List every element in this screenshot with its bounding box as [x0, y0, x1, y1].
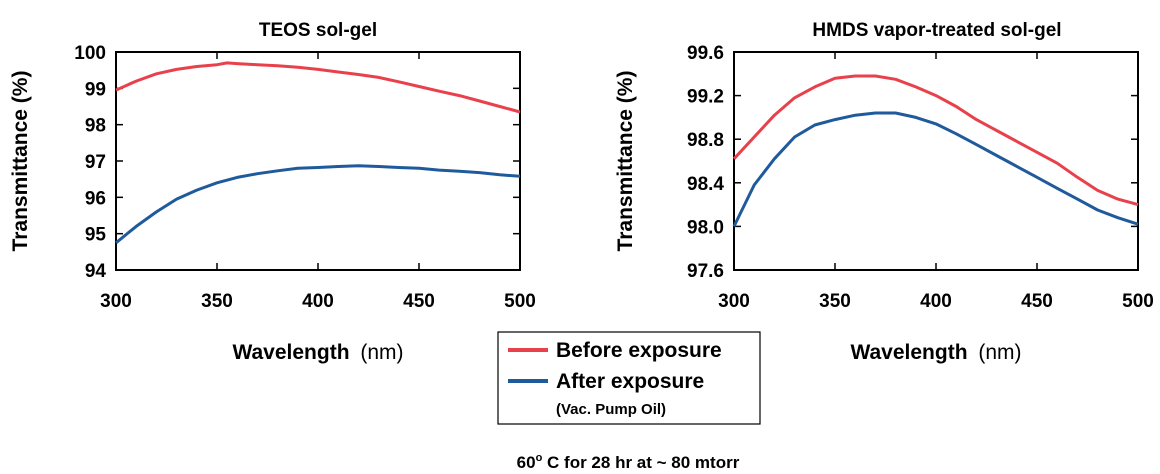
y-tick-label: 99	[85, 79, 106, 100]
x-axis-label-text: Wavelength	[232, 341, 349, 364]
chart-title: TEOS sol-gel	[259, 20, 377, 41]
x-tick-label: 500	[1122, 291, 1154, 312]
x-tick-label: 350	[819, 291, 851, 312]
y-tick-label: 98.8	[687, 130, 724, 151]
legend-note: (Vac. Pump Oil)	[556, 401, 666, 418]
x-tick-label: 500	[504, 291, 536, 312]
tick-group: 300 350 400 450 500 97.6 98.0 98.4 98.8 99.2 99.6	[687, 43, 1154, 312]
teos-chart-panel: TEOS sol-gel 300 350 400 450 500 94 95 96 97 98 99…	[9, 20, 536, 364]
tick-group: 300 350 400 450 500 94 95 96 97 98 99 100	[74, 43, 536, 312]
series-line-after-exposure	[732, 111, 1139, 228]
x-tick-label: 350	[201, 291, 233, 312]
x-axis-label: Wavelength (nm)	[850, 341, 1021, 364]
y-axis-label: Transmittance (%)	[9, 71, 32, 252]
y-tick-label: 97.6	[687, 261, 724, 282]
x-axis-label: Wavelength (nm)	[232, 341, 403, 364]
y-axis-label: Transmittance (%)	[614, 71, 637, 252]
legend-label-after: After exposure	[556, 370, 704, 393]
x-tick-label: 450	[403, 291, 435, 312]
x-tick-label: 300	[718, 291, 750, 312]
chart-title: HMDS vapor-treated sol-gel	[812, 20, 1061, 41]
x-tick-label: 400	[920, 291, 952, 312]
y-tick-label: 97	[85, 152, 106, 173]
y-tick-label: 99.6	[687, 43, 724, 64]
x-tick-label: 400	[302, 291, 334, 312]
y-tick-label: 98.4	[687, 174, 724, 195]
caption-degree-mark: o	[536, 452, 543, 464]
series-group	[115, 61, 521, 244]
y-tick-label: 100	[74, 43, 106, 64]
x-tick-label: 450	[1021, 291, 1053, 312]
x-tick-label: 300	[100, 291, 132, 312]
y-tick-label: 95	[85, 225, 107, 246]
y-tick-label: 98	[85, 116, 106, 137]
series-line-after-exposure	[115, 164, 521, 244]
x-axis-label-text: Wavelength	[850, 341, 967, 364]
plot-frame	[733, 51, 1139, 271]
hmds-chart-panel: HMDS vapor-treated sol-gel 300 350 400 450 5…	[614, 20, 1154, 364]
y-tick-label: 96	[85, 188, 106, 209]
x-axis-unit: (nm)	[360, 341, 403, 364]
series-group	[732, 74, 1139, 228]
caption-temp: 60	[517, 453, 536, 472]
legend-box	[497, 331, 761, 425]
caption-rest: C for 28 hr at ~ 80 mtorr	[542, 453, 739, 472]
series-line-before-exposure	[115, 61, 521, 114]
x-axis-unit: (nm)	[978, 341, 1021, 364]
legend-label-before: Before exposure	[556, 339, 722, 362]
y-tick-label: 94	[85, 261, 107, 282]
y-tick-label: 98.0	[687, 217, 724, 238]
legend: Before exposure After exposure (Vac. Pum…	[497, 331, 761, 425]
plot-frame	[115, 51, 521, 271]
series-line-before-exposure	[732, 74, 1139, 207]
y-tick-label: 99.2	[687, 87, 724, 108]
caption: 60o C for 28 hr at ~ 80 mtorr	[517, 452, 740, 472]
